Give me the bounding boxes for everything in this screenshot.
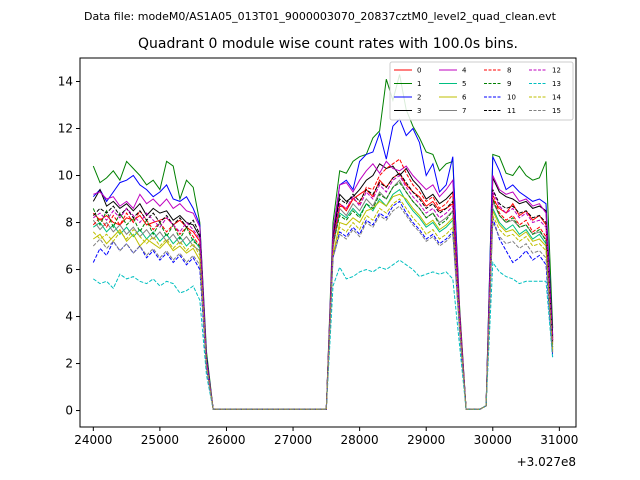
series-line-13 bbox=[93, 259, 554, 410]
x-tick-label: 28000 bbox=[341, 433, 379, 447]
legend-label-14: 14 bbox=[552, 94, 561, 102]
legend-box bbox=[389, 61, 574, 121]
legend-label-0: 0 bbox=[417, 67, 421, 75]
legend-label-4: 4 bbox=[462, 67, 467, 75]
x-tick-label: 26000 bbox=[207, 433, 245, 447]
x-tick-label: 30000 bbox=[474, 433, 512, 447]
x-tick-label: 29000 bbox=[407, 433, 445, 447]
series-line-3 bbox=[92, 163, 554, 410]
figure-suptitle: Data file: modeM0/AS1A05_013T01_90000030… bbox=[84, 10, 557, 23]
x-tick-label: 27000 bbox=[274, 433, 312, 447]
y-tick-label: 2 bbox=[65, 357, 73, 371]
y-tick-label: 4 bbox=[65, 310, 73, 324]
legend-label-8: 8 bbox=[507, 67, 511, 75]
plot-lines bbox=[92, 74, 554, 410]
series-line-12 bbox=[93, 174, 554, 410]
legend-label-10: 10 bbox=[507, 94, 516, 102]
plot-frame bbox=[79, 57, 577, 428]
y-tick-label: 0 bbox=[65, 404, 73, 418]
legend-label-7: 7 bbox=[462, 107, 466, 115]
chart-title: Quadrant 0 module wise count rates with … bbox=[138, 36, 518, 52]
series-line-2 bbox=[92, 118, 554, 410]
legend-label-11: 11 bbox=[507, 107, 516, 115]
legend-label-3: 3 bbox=[417, 107, 421, 115]
series-line-5 bbox=[93, 188, 554, 410]
legend-label-9: 9 bbox=[507, 80, 511, 88]
series-line-14 bbox=[92, 198, 554, 410]
legend-label-5: 5 bbox=[462, 80, 466, 88]
legend-label-15: 15 bbox=[552, 107, 561, 115]
x-tick-label: 31000 bbox=[540, 433, 578, 447]
series-line-11 bbox=[92, 172, 554, 410]
legend-label-12: 12 bbox=[552, 67, 561, 75]
series-line-10 bbox=[92, 200, 554, 410]
legend-label-2: 2 bbox=[417, 94, 421, 102]
series-line-9 bbox=[92, 181, 554, 410]
x-axis: 24000 25000 26000 27000 28000 29000 30000 31000 bbox=[74, 427, 578, 447]
series-line-4 bbox=[93, 160, 554, 410]
y-tick-label: 14 bbox=[58, 75, 73, 89]
series-line-0 bbox=[92, 172, 554, 410]
legend-label-6: 6 bbox=[462, 94, 467, 102]
x-offset-label: +3.027e8 bbox=[517, 455, 576, 469]
y-tick-label: 10 bbox=[58, 169, 73, 183]
y-tick-label: 8 bbox=[65, 216, 73, 230]
legend-label-13: 13 bbox=[552, 80, 561, 88]
y-tick-label: 6 bbox=[65, 263, 73, 277]
legend-label-1: 1 bbox=[417, 80, 421, 88]
series-line-7 bbox=[92, 179, 554, 410]
x-tick-label: 24000 bbox=[74, 433, 112, 447]
series-line-1 bbox=[92, 74, 554, 410]
y-tick-label: 12 bbox=[58, 122, 73, 136]
y-axis: 0 2 4 6 8 10 12 14 bbox=[58, 75, 80, 418]
series-line-15 bbox=[92, 205, 554, 410]
x-tick-label: 25000 bbox=[141, 433, 179, 447]
